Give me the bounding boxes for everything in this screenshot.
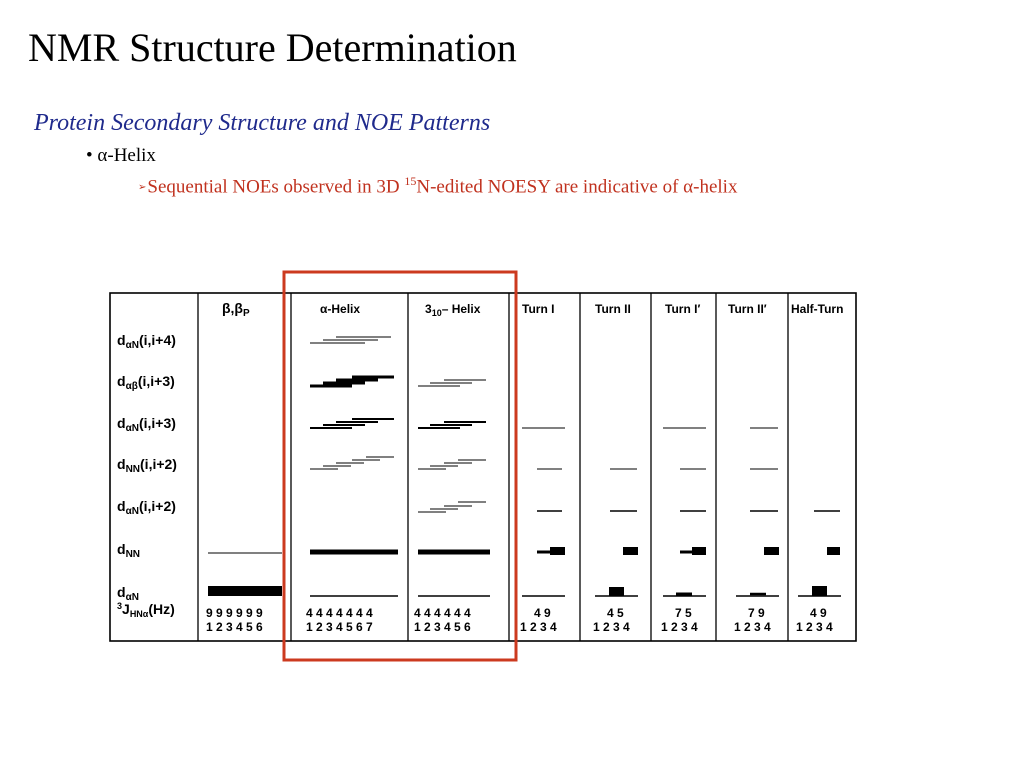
bullet-text: -Helix xyxy=(107,145,156,166)
bullet-alpha-helix: • α-Helix xyxy=(86,145,156,167)
col-header-turn-ii-prime: Turn II′ xyxy=(728,302,767,316)
subbullet-pre: Sequential NOEs observed in 3D xyxy=(147,176,405,198)
turn-i-prime-pattern xyxy=(663,427,706,597)
row-label-dnn: dNN xyxy=(117,541,140,560)
coupling-values-turn-i: 4 9 xyxy=(534,606,551,620)
slide-subtitle: Protein Secondary Structure and NOE Patt… xyxy=(34,110,491,136)
col-header-turn-i: Turn I xyxy=(522,302,554,316)
col-header-half-turn: Half-Turn xyxy=(791,302,843,316)
turn-ii-pattern xyxy=(595,468,638,597)
row-label-dan-i2: dαN(i,i+2) xyxy=(117,498,176,517)
residues-half-turn: 1 2 3 4 xyxy=(796,620,833,634)
col-header-310-helix: 310– Helix xyxy=(425,302,481,318)
coupling-values-turn-i-prime: 7 5 xyxy=(675,606,692,620)
row-label-dnn-i2: dNN(i,i+2) xyxy=(117,456,177,475)
coupling-values-beta: 9 9 9 9 9 9 xyxy=(206,606,263,620)
row-label-jhna: 3JHNα(Hz) xyxy=(117,601,175,619)
figure-frame xyxy=(109,292,857,642)
turn-i-pattern xyxy=(522,427,565,597)
coupling-values-turn-ii-prime: 7 9 xyxy=(748,606,765,620)
coupling-values-turn-ii: 4 5 xyxy=(607,606,624,620)
slide-title: NMR Structure Determination xyxy=(28,25,517,70)
residues-310: 1 2 3 4 5 6 xyxy=(414,620,471,634)
alpha-helix-pattern xyxy=(310,336,398,597)
col-header-alpha-helix: α-Helix xyxy=(320,302,360,316)
arrow-bullet-icon: ➢ xyxy=(138,182,147,194)
residues-turn-i-prime: 1 2 3 4 xyxy=(661,620,698,634)
subbullet-post: N-edited NOESY are indicative of xyxy=(416,176,684,198)
column-dividers xyxy=(197,293,789,641)
col-header-turn-ii: Turn II xyxy=(595,302,631,316)
beta-pattern xyxy=(208,552,282,596)
col-header-turn-i-prime: Turn I′ xyxy=(665,302,700,316)
residues-beta: 1 2 3 4 5 6 xyxy=(206,620,263,634)
coupling-values-alpha: 4 4 4 4 4 4 4 xyxy=(306,606,373,620)
subbullet-sup: 15 xyxy=(404,174,417,188)
row-label-dan-i4: dαN(i,i+4) xyxy=(117,332,176,351)
alpha-310-highlight-box xyxy=(282,270,518,662)
coupling-values-310: 4 4 4 4 4 4 xyxy=(414,606,471,620)
turn-ii-prime-pattern xyxy=(736,427,779,597)
310-helix-pattern xyxy=(418,379,490,597)
coupling-values-half-turn: 4 9 xyxy=(810,606,827,620)
residues-alpha: 1 2 3 4 5 6 7 xyxy=(306,620,373,634)
subbullet-end: -helix xyxy=(693,176,738,198)
col-header-beta: β,βP xyxy=(222,300,250,319)
bullet-symbol: • xyxy=(86,145,93,166)
residues-turn-ii-prime: 1 2 3 4 xyxy=(734,620,771,634)
row-label-dan-i3: dαN(i,i+3) xyxy=(117,415,176,434)
subbullet-noe: ➢Sequential NOEs observed in 3D 15N-edit… xyxy=(138,174,737,198)
residues-turn-i: 1 2 3 4 xyxy=(520,620,557,634)
half-turn-pattern xyxy=(798,510,841,597)
subbullet-greek: α xyxy=(683,176,694,198)
residues-turn-ii: 1 2 3 4 xyxy=(593,620,630,634)
bullet-greek: α xyxy=(97,145,108,166)
row-label-dab-i3: dαβ(i,i+3) xyxy=(117,373,175,392)
